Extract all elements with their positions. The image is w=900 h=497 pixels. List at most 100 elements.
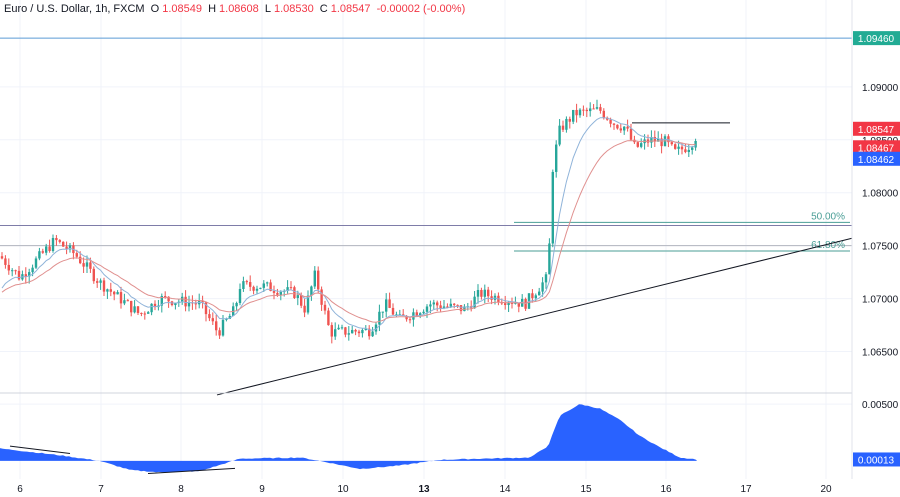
candle-body	[684, 149, 687, 153]
candle-body	[582, 109, 585, 111]
candle-body	[544, 274, 548, 283]
time-tick-label: 16	[660, 484, 672, 495]
candle-body	[691, 147, 694, 150]
candle-body	[446, 306, 449, 308]
candle-body	[388, 299, 391, 308]
time-tick-label: 14	[499, 484, 511, 495]
candle-body	[595, 107, 599, 109]
candle-body	[650, 137, 653, 143]
candle-body	[323, 304, 327, 311]
candle-body	[119, 292, 123, 304]
price-axis-bg	[852, 0, 900, 497]
candle-body	[612, 123, 616, 125]
candle-body	[89, 262, 92, 269]
candle-body	[534, 295, 537, 299]
price-label-text: 1.09460	[858, 34, 895, 45]
candle-body	[514, 302, 517, 304]
candle-body	[255, 288, 259, 291]
low-label: L	[264, 3, 271, 15]
candle-body	[293, 287, 296, 298]
candle-body	[34, 258, 38, 268]
low-value: 1.08530	[273, 3, 314, 15]
divergence-line	[9, 445, 71, 455]
candle-body	[636, 142, 639, 147]
candle-body	[391, 307, 395, 315]
candle-body	[45, 246, 48, 253]
candle-body	[55, 237, 58, 241]
slow-ema-line	[1, 140, 696, 323]
candle-body	[476, 289, 480, 297]
candle-body	[680, 146, 684, 150]
price-tick-label: 1.07000	[862, 295, 899, 306]
trendline	[216, 237, 853, 396]
candle-body	[238, 288, 242, 304]
price-label-badge	[853, 140, 900, 155]
candle-body	[694, 141, 697, 148]
candle-body	[599, 107, 602, 111]
candle-body	[164, 296, 167, 298]
time-tick-label: 9	[259, 484, 265, 495]
price-axis[interactable]: 1.090001.085001.080001.075001.070001.065…	[853, 31, 900, 467]
candle-body	[667, 136, 670, 143]
candle-body	[657, 138, 660, 142]
candle-body	[11, 270, 14, 272]
candle-body	[194, 303, 197, 305]
candle-body	[269, 282, 272, 292]
price-tick-label: 1.09000	[862, 83, 899, 94]
candle-body	[174, 302, 177, 306]
candle-body	[245, 281, 248, 283]
oscillator-pane	[0, 404, 697, 474]
candle-body	[561, 125, 565, 130]
candle-body	[24, 274, 27, 277]
candle-body	[211, 318, 214, 322]
oscillator-label-badge	[853, 452, 900, 467]
candle-body	[147, 312, 150, 314]
candle-body	[463, 306, 466, 312]
time-axis[interactable]: 6 7 8 9 10 13 14 15 16 17 20	[17, 484, 832, 495]
candle-body	[276, 292, 279, 295]
candle-body	[436, 302, 439, 306]
price-label-badge	[853, 121, 900, 136]
candle-body	[459, 305, 463, 312]
candle-body	[228, 315, 231, 319]
candle-body	[160, 296, 163, 306]
candle-body	[266, 282, 269, 284]
candle-body	[218, 330, 221, 336]
candle-body	[538, 291, 541, 296]
candle-body	[487, 289, 490, 297]
candle-body	[14, 270, 17, 272]
candle-body	[143, 313, 146, 315]
candle-body	[306, 295, 310, 313]
candle-body	[439, 305, 442, 309]
candle-body	[555, 144, 558, 172]
candle-body	[300, 295, 303, 306]
candle-body	[7, 264, 10, 271]
candle-body	[660, 138, 663, 147]
price-tick-label: 1.06500	[862, 348, 899, 359]
candle-body	[507, 302, 510, 306]
candle-body	[208, 314, 211, 319]
candle-body	[572, 109, 575, 122]
candle-body	[51, 237, 55, 251]
candle-body	[456, 304, 459, 306]
candle-body	[150, 303, 153, 313]
candle-body	[616, 124, 619, 129]
price-label-text: 1.08462	[858, 155, 895, 166]
candle-body	[602, 110, 605, 118]
candle-body	[347, 333, 350, 335]
open-value: 1.08549	[162, 3, 202, 15]
candle-body	[670, 142, 673, 145]
candle-body	[75, 253, 78, 257]
price-tick-label: 1.08000	[862, 189, 899, 200]
candle-body	[85, 262, 89, 267]
candle-body	[422, 311, 425, 314]
fast-ema-line	[1, 117, 696, 331]
candle-body	[140, 312, 143, 314]
candle-body	[453, 303, 456, 305]
close-label: C	[319, 3, 328, 15]
candle-body	[204, 302, 208, 315]
candle-body	[184, 296, 187, 307]
candle-body	[259, 287, 262, 289]
